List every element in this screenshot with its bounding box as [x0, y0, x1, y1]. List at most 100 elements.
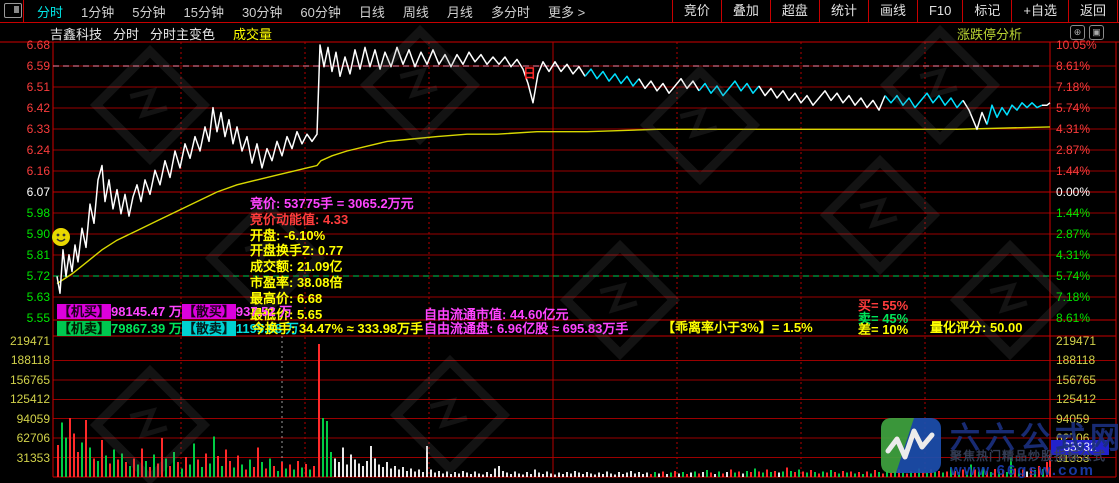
- info-line: 竞价: 53775手 = 3065.2万元: [250, 196, 414, 211]
- volume-axis-right-label: 219471: [1056, 334, 1097, 348]
- window-icon[interactable]: [4, 3, 22, 18]
- action-F10[interactable]: F10: [916, 0, 962, 22]
- volume-axis-left-label: 219471: [9, 334, 50, 348]
- price-axis-right-label: 10.05%: [1056, 38, 1097, 52]
- price-axis-right-label: 1.44%: [1056, 164, 1091, 178]
- price-axis-right-label: 8.61%: [1056, 59, 1091, 73]
- smiley-marker-icon: [51, 227, 71, 252]
- price-axis-right-label: 7.18%: [1056, 290, 1091, 304]
- retail-sell-value: 1195.88 万: [235, 321, 299, 336]
- menu-divider: [23, 0, 24, 22]
- price-axis-left-label: 6.42: [26, 101, 50, 115]
- menu-item-30[interactable]: 30分钟: [241, 4, 283, 20]
- price-axis-right-label: 0.00%: [1056, 185, 1091, 199]
- volume-axis-left-label: 156765: [9, 372, 50, 387]
- action-menu: 竞价 叠加 超盘 统计 画线 F10 标记 +自选 返回: [671, 0, 1118, 22]
- money-flow-sell-row: 【机卖】79867.39 万【散卖】1195.88 万: [57, 321, 299, 336]
- inst-sell-tag: 【机卖】: [57, 321, 112, 336]
- price-axis-left-label: 6.33: [26, 122, 50, 136]
- menu-item-15[interactable]: 15分钟: [183, 4, 224, 20]
- info-line: 开盘换手Z: 0.77: [250, 243, 344, 259]
- volume-axis-left-label: 31353: [16, 450, 50, 465]
- menu-item-5[interactable]: 5分钟: [132, 4, 166, 20]
- volume-axis-right-label: 94059: [1056, 411, 1090, 426]
- turnover-today: 今换手: 34.47% ≈ 333.98万手: [252, 321, 424, 336]
- plus-circle-icon[interactable]: ⊕: [1070, 25, 1085, 40]
- price-axis-right-label: 5.74%: [1056, 269, 1091, 283]
- info-line: 最低价: 5.65: [250, 306, 323, 322]
- title-bar: 吉鑫科技 分时 分时主变色 成交量 涨跌停分析 ⊕ ▣: [0, 23, 1119, 42]
- volume-axis-right-label: 125412: [1056, 392, 1097, 407]
- buy-percent: 买= 55%: [858, 298, 909, 313]
- price-axis-left-label: 5.63: [26, 290, 50, 304]
- inst-buy-tag: 【机买】: [57, 304, 112, 319]
- volume-axis-left-label: 62706: [16, 431, 50, 446]
- price-axis-left-label: 6.59: [26, 59, 50, 73]
- panel-icon[interactable]: ▣: [1089, 25, 1104, 40]
- info-line: 最高价: 6.68: [250, 290, 323, 306]
- menu-item-[interactable]: 月线: [446, 4, 473, 20]
- menu-item-[interactable]: 多分时: [490, 4, 530, 20]
- limit-analysis-link[interactable]: 涨跌停分析: [957, 27, 1023, 42]
- action-[interactable]: 画线: [867, 0, 917, 22]
- quant-score: 量化评分: 50.00: [930, 320, 1023, 335]
- period-menu: 分时 1分钟 5分钟 15分钟 30分钟 60分钟 日线 周线 月线 多分时 更多 >: [28, 0, 594, 22]
- price-axis-left-label: 5.98: [26, 206, 50, 220]
- current-volume-badge: 35832: [1051, 440, 1109, 455]
- menu-item-[interactable]: 日线: [358, 4, 385, 20]
- price-axis-right-label: 1.44%: [1056, 206, 1091, 220]
- volume-axis-right-label: 188118: [1056, 353, 1096, 368]
- retail-buy-tag: 【散买】: [181, 304, 236, 319]
- volume-axis-right-label: 156765: [1056, 372, 1097, 387]
- price-axis-left-label: 6.68: [26, 38, 50, 52]
- retail-sell-tag: 【散卖】: [181, 321, 236, 336]
- info-line: 竞价动能值: 4.33: [250, 211, 349, 227]
- action-[interactable]: 叠加: [720, 0, 770, 22]
- price-axis-left-label: 5.72: [26, 269, 50, 283]
- price-axis-left-label: 5.81: [26, 248, 50, 262]
- action-[interactable]: +自选: [1011, 0, 1068, 22]
- action-[interactable]: 竞价: [671, 0, 721, 22]
- retail-buy-value: 937.52 万: [235, 304, 293, 319]
- price-axis-right-label: 2.87%: [1056, 143, 1091, 157]
- site-tagline: 聚焦热门精品炒股指标公式: [950, 449, 1107, 463]
- menu-item-[interactable]: 分时: [37, 4, 64, 20]
- price-axis-right-label: 4.31%: [1056, 122, 1091, 136]
- inst-buy-value: 98145.47 万: [111, 304, 182, 319]
- stock-name: 吉鑫科技: [50, 27, 103, 42]
- period-label: 分时: [113, 27, 140, 42]
- price-axis-left-label: 5.55: [26, 311, 50, 325]
- volume-indicator-label[interactable]: 成交量: [233, 27, 273, 42]
- menu-item-60[interactable]: 60分钟: [300, 4, 341, 20]
- action-[interactable]: 超盘: [769, 0, 819, 22]
- menu-item-1[interactable]: 1分钟: [81, 4, 115, 20]
- price-axis-left-label: 6.24: [26, 143, 50, 157]
- volume-axis-left-label: 125412: [9, 392, 50, 407]
- action-[interactable]: 统计: [818, 0, 868, 22]
- price-axis-left-label: 5.90: [26, 227, 50, 241]
- free-float-shares: 自由流通盘: 6.96亿股 ≈ 695.83万手: [424, 321, 629, 336]
- menu-item-[interactable]: 更多 >: [547, 4, 586, 20]
- action-[interactable]: 返回: [1067, 0, 1117, 22]
- indicator-label[interactable]: 分时主变色: [150, 27, 216, 42]
- sell-percent: 卖= 45%: [858, 311, 909, 326]
- menu-bar: 分时 1分钟 5分钟 15分钟 30分钟 60分钟 日线 周线 月线 多分时 更多 > 竞价 叠加 超盘…: [0, 0, 1119, 23]
- price-axis-right-label: 5.74%: [1056, 101, 1091, 115]
- red-note-marker: 日: [523, 66, 537, 81]
- price-axis-right-label: 8.61%: [1056, 311, 1091, 325]
- info-line: 开盘: -6.10%: [250, 227, 326, 243]
- price-axis-right-label: 2.87%: [1056, 227, 1091, 241]
- bias-indicator: 【乖离率小于3%】= 1.5%: [662, 320, 813, 335]
- price-axis-right-label: 7.18%: [1056, 80, 1091, 94]
- diff-percent: 差= 10%: [858, 322, 909, 337]
- site-name: 六六公式网: [950, 422, 1119, 455]
- info-line: 市盈率: 38.08倍: [250, 274, 343, 290]
- action-[interactable]: 标记: [962, 0, 1011, 22]
- quote-info-panel: 竞价: 53775手 = 3065.2万元 竞价动能值: 4.33 开盘: -6.1…: [250, 196, 414, 322]
- menu-item-[interactable]: 周线: [402, 4, 429, 20]
- price-axis-right-label: 4.31%: [1056, 248, 1091, 262]
- money-flow-buy-row: 【机买】98145.47 万【散买】937.52 万: [57, 304, 292, 319]
- price-axis-left-label: 6.16: [26, 164, 50, 178]
